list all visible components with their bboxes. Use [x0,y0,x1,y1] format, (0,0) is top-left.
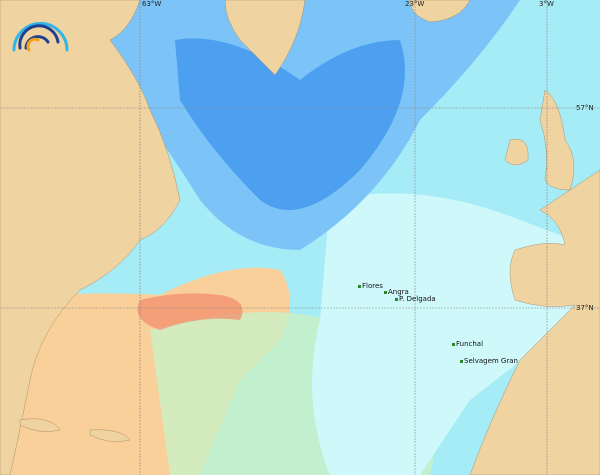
place-marker-icon [460,359,463,363]
place-name: Angra [388,288,409,296]
lat-label: 57°N [576,104,594,112]
place-marker-icon [395,297,398,301]
place-p-delgada[interactable]: P. Delgada [395,295,436,303]
logo-icon [12,22,69,52]
place-name: P. Delgada [399,295,436,303]
lon-label: 63°W [142,0,162,8]
ireland [504,139,529,166]
lon-label: 3°W [539,0,554,8]
place-name: Funchal [456,340,484,348]
iceland [409,0,471,23]
place-selvagem-gran[interactable]: Selvagem Gran [460,357,518,365]
lon-label: 23°W [405,0,425,8]
north-america [0,0,181,475]
place-angra[interactable]: Angra [384,288,409,296]
place-funchal[interactable]: Funchal [452,340,483,348]
lat-label: 37°N [576,304,594,312]
caribbean-islands [19,418,131,442]
europe [469,169,600,475]
hot-spot [137,293,243,330]
place-marker-icon [452,342,455,346]
deep-blue-region [175,38,405,211]
place-name: Flores [362,282,383,290]
place-marker-icon [384,290,387,294]
place-marker-icon [358,284,361,288]
greenland [224,0,306,76]
place-flores[interactable]: Flores [358,282,383,290]
place-name: Selvagem Gran [464,357,518,365]
